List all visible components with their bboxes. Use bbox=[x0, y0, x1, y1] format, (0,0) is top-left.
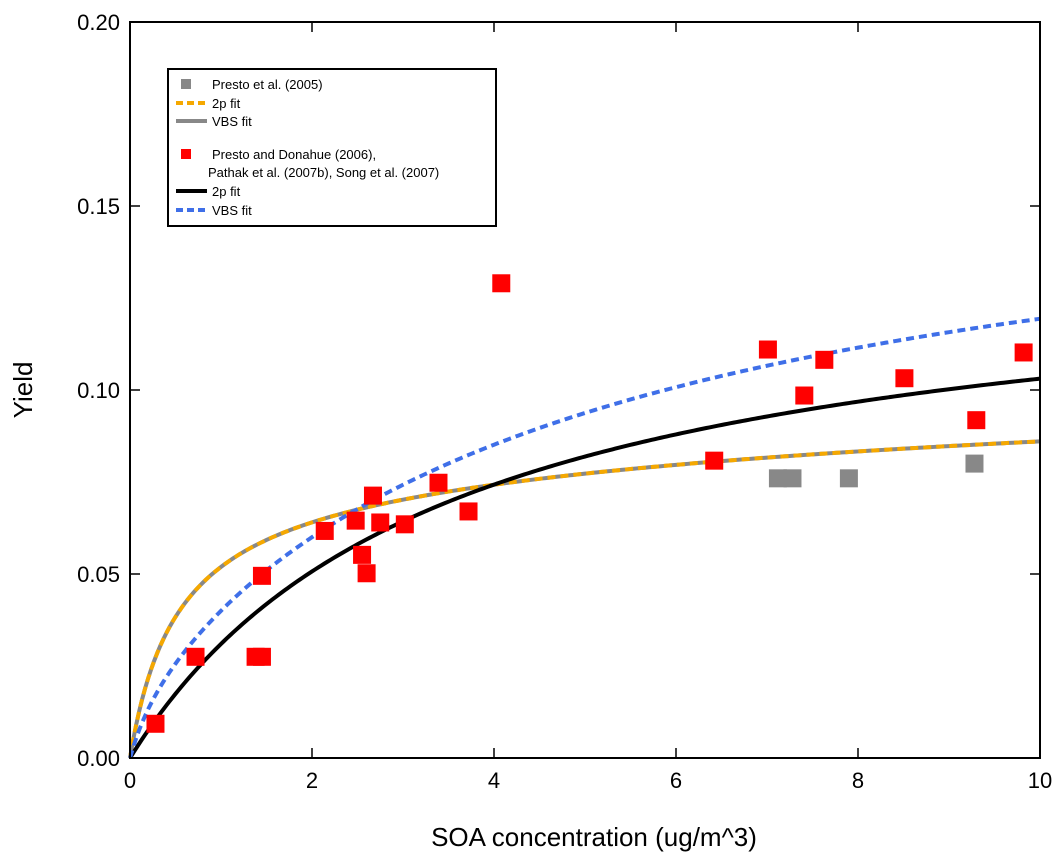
data-point bbox=[346, 511, 365, 530]
data-point bbox=[839, 469, 858, 488]
data-point bbox=[758, 340, 777, 359]
legend-label-red-data-line2: Pathak et al. (2007b), Song et al. (2007… bbox=[208, 165, 439, 180]
data-point bbox=[1014, 343, 1033, 362]
data-point bbox=[371, 513, 390, 532]
data-point bbox=[492, 274, 511, 293]
legend-marker-red-data bbox=[181, 149, 191, 159]
data-point bbox=[252, 566, 271, 585]
data-point bbox=[429, 473, 448, 492]
legend-box bbox=[167, 68, 497, 227]
data-point bbox=[815, 350, 834, 369]
x-tick-label: 10 bbox=[1028, 768, 1052, 793]
data-point bbox=[705, 451, 724, 470]
fit-curves bbox=[128, 316, 1041, 760]
data-point bbox=[395, 515, 414, 534]
data-point bbox=[357, 564, 376, 583]
data-point bbox=[768, 469, 787, 488]
x-axis-title: SOA concentration (ug/m^3) bbox=[431, 822, 757, 852]
data-point bbox=[146, 714, 165, 733]
fit-curve-1 bbox=[128, 439, 1041, 759]
legend: Presto et al. (2005) 2p fit VBS fit Pres… bbox=[167, 68, 497, 227]
fit-curve-5 bbox=[128, 316, 1041, 759]
x-tick-label: 0 bbox=[124, 768, 136, 793]
data-point bbox=[783, 469, 802, 488]
y-tick-label: 0.20 bbox=[77, 10, 120, 35]
legend-label-2p-fit-1: 2p fit bbox=[212, 96, 241, 111]
data-point bbox=[459, 502, 478, 521]
y-tick-label: 0.00 bbox=[77, 746, 120, 771]
y-axis-title: Yield bbox=[8, 362, 38, 419]
data-point bbox=[186, 647, 205, 666]
data-point bbox=[965, 454, 984, 473]
x-tick-label: 8 bbox=[852, 768, 864, 793]
data-point bbox=[315, 521, 334, 540]
legend-label-vbs-fit-1: VBS fit bbox=[212, 114, 252, 129]
legend-label-vbs-fit-2: VBS fit bbox=[212, 203, 252, 218]
y-tick-label: 0.10 bbox=[77, 378, 120, 403]
y-tick-label: 0.05 bbox=[77, 562, 120, 587]
x-tick-label: 4 bbox=[488, 768, 500, 793]
data-point bbox=[363, 486, 382, 505]
y-tick-label: 0.15 bbox=[77, 194, 120, 219]
data-point bbox=[895, 369, 914, 388]
data-point bbox=[353, 545, 372, 564]
data-point bbox=[252, 647, 271, 666]
fit-curve-4 bbox=[128, 376, 1041, 760]
legend-label-red-data-line1: Presto and Donahue (2006), bbox=[212, 147, 376, 162]
tick-labels: 0 2 4 6 8 10 0.00 0.05 0.10 0.15 0.20 bbox=[77, 10, 1052, 793]
data-points bbox=[146, 274, 1033, 733]
fit-curve-2 bbox=[128, 439, 1041, 759]
x-tick-label: 2 bbox=[306, 768, 318, 793]
axis-ticks bbox=[129, 21, 1041, 759]
legend-label-2p-fit-2: 2p fit bbox=[212, 184, 241, 199]
x-tick-label: 6 bbox=[670, 768, 682, 793]
legend-label-presto-2005: Presto et al. (2005) bbox=[212, 77, 323, 92]
data-point bbox=[795, 386, 814, 405]
legend-marker-presto-2005 bbox=[181, 79, 191, 89]
data-point bbox=[967, 411, 986, 430]
